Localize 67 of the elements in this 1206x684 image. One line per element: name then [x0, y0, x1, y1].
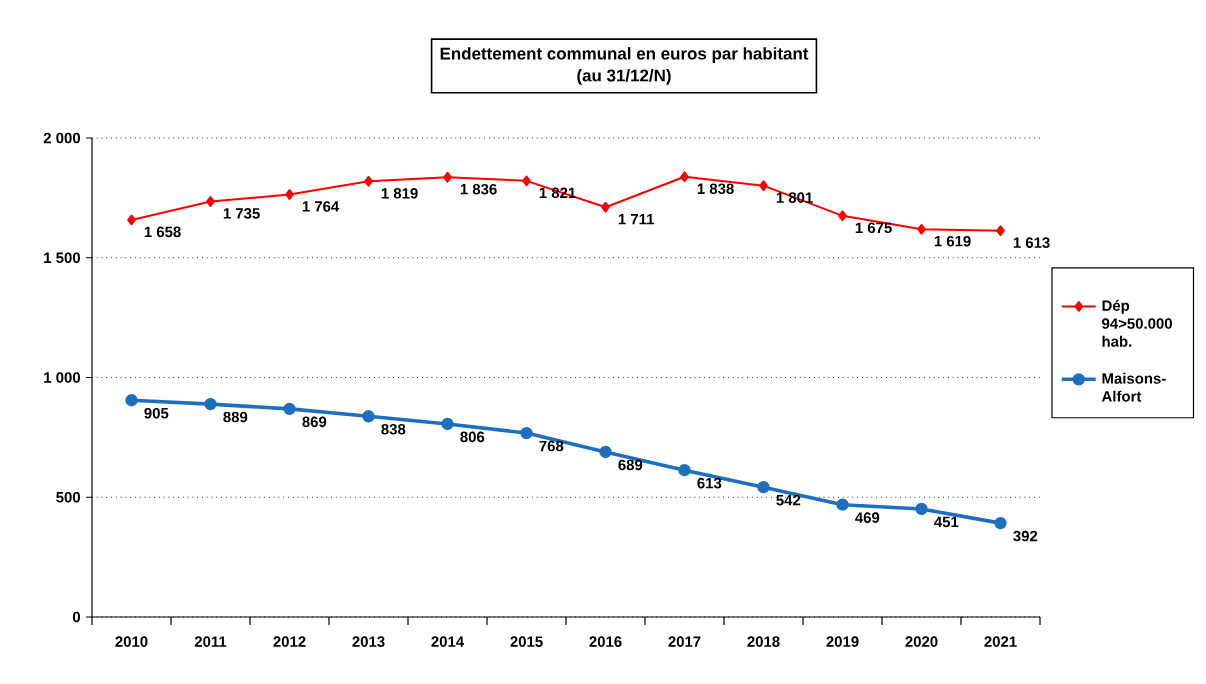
point — [364, 175, 373, 187]
point — [285, 189, 294, 200]
point — [522, 175, 531, 187]
point — [601, 201, 610, 213]
point — [206, 196, 215, 207]
x-tick-label: 2016 — [589, 636, 622, 647]
data-label: 1 819 — [381, 188, 418, 199]
data-label: 869 — [302, 416, 327, 428]
y-tick-label: 1 500 — [44, 252, 80, 264]
data-label: 542 — [776, 494, 801, 506]
data-label: 1 613 — [1013, 237, 1050, 248]
point — [915, 502, 928, 516]
point — [680, 171, 689, 183]
point — [836, 498, 849, 511]
x-tick-label: 2019 — [826, 636, 859, 647]
data-label: 1 619 — [934, 235, 971, 247]
data-label: 689 — [618, 459, 643, 471]
point — [599, 445, 612, 459]
point — [838, 210, 847, 222]
chart-title: Endettement communal en euros par habitant — [440, 47, 809, 63]
y-tick-label: 1 000 — [44, 372, 80, 383]
point — [443, 171, 452, 183]
data-label: 768 — [539, 440, 564, 452]
point — [678, 464, 691, 477]
data-label: 1 675 — [855, 222, 892, 234]
data-label: 905 — [144, 407, 169, 419]
y-tick-label: 2 000 — [43, 132, 80, 144]
data-label: 1 711 — [618, 214, 655, 225]
x-tick-label: 2012 — [273, 636, 306, 647]
y-tick-label: 0 — [72, 611, 81, 623]
data-label: 451 — [934, 516, 959, 528]
point — [283, 402, 296, 416]
point — [994, 516, 1007, 530]
x-tick-label: 2011 — [194, 636, 227, 647]
point — [759, 180, 768, 192]
data-label: 469 — [855, 512, 880, 523]
point — [125, 394, 138, 407]
chart-subtitle: (au 31/12/N) — [577, 69, 671, 85]
point — [757, 481, 770, 494]
data-label: 1 764 — [302, 201, 340, 212]
x-tick-label: 2018 — [747, 636, 780, 647]
point — [362, 410, 375, 423]
data-label: 806 — [460, 431, 485, 443]
x-tick-label: 2010 — [115, 636, 148, 647]
point — [917, 223, 926, 235]
x-tick-label: 2017 — [668, 636, 701, 647]
data-label: 838 — [381, 423, 406, 435]
point — [127, 214, 136, 226]
point — [520, 426, 533, 440]
point — [996, 225, 1005, 237]
data-label: 613 — [697, 477, 722, 489]
x-tick-label: 2020 — [905, 636, 938, 647]
x-tick-label: 2021 — [984, 636, 1017, 647]
data-label: 1 735 — [223, 208, 260, 219]
data-label: 889 — [223, 411, 248, 423]
point — [204, 397, 217, 411]
legend-label: Dép 94>50.000 hab. — [1102, 299, 1172, 347]
data-label: 1 838 — [697, 183, 734, 195]
x-tick-label: 2014 — [431, 636, 465, 647]
x-tick-label: 2015 — [510, 636, 543, 647]
legend-label: Maisons-Alfort — [1101, 372, 1166, 402]
data-label: 1 836 — [460, 183, 497, 195]
point — [441, 417, 454, 431]
y-tick-label: 500 — [56, 491, 81, 503]
data-label: 392 — [1013, 530, 1038, 542]
x-tick-label: 2013 — [352, 636, 385, 647]
data-label: 1 658 — [144, 226, 181, 238]
